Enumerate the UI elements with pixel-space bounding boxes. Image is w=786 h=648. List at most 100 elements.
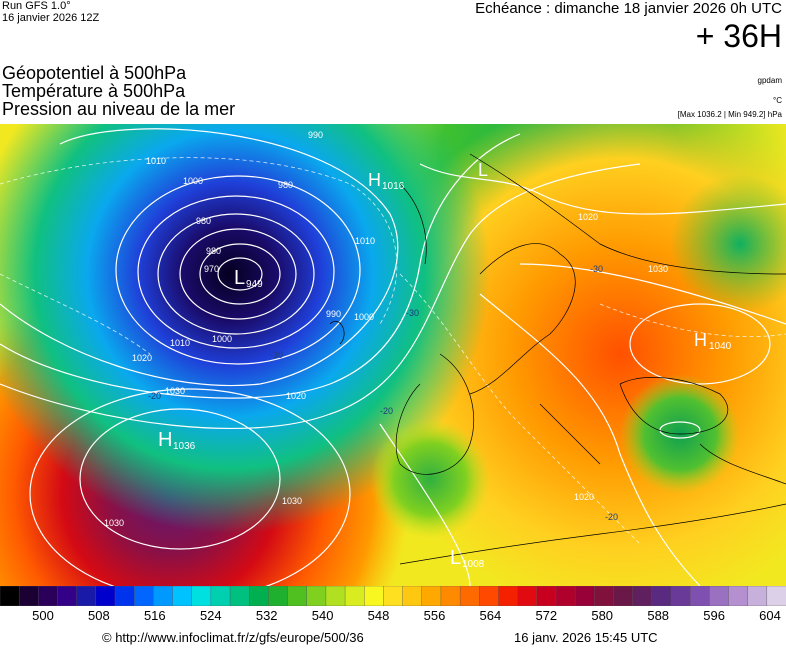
- scale-tick-label: 500: [32, 608, 54, 623]
- scale-tick-label: 604: [759, 608, 781, 623]
- isotherm-label: -30: [406, 308, 419, 318]
- svg-text:H: H: [368, 170, 381, 190]
- scale-swatch: [38, 586, 59, 606]
- isobar: [217, 257, 263, 291]
- scale-swatch: [76, 586, 97, 606]
- scale-swatch: [574, 586, 595, 606]
- isobar-label: 990: [308, 130, 323, 140]
- isobar: [379, 423, 471, 586]
- isobar: [519, 263, 786, 325]
- scale-swatch: [364, 586, 385, 606]
- low-center: L 1008: [450, 547, 485, 570]
- high-center: H 1040: [694, 330, 732, 352]
- svg-text:1008: 1008: [462, 559, 485, 570]
- svg-text:L: L: [234, 267, 245, 289]
- isobar: [199, 243, 281, 305]
- high-center: H 1036: [158, 429, 196, 452]
- scale-tick-label: 556: [423, 608, 446, 623]
- isobar: [0, 128, 399, 387]
- isotherm-labels: -30 -20 -20 -20 -30 -30: [148, 264, 618, 522]
- scale-swatch: [651, 586, 672, 606]
- coastlines: [329, 153, 786, 565]
- scale-swatch: [536, 586, 557, 606]
- isobar-label: 1000: [183, 176, 203, 186]
- isotherm-label: -20: [380, 406, 393, 416]
- svg-text:949: 949: [246, 279, 263, 290]
- title-temperature: Température à 500hPa: [2, 81, 186, 101]
- svg-text:H: H: [158, 429, 172, 451]
- title-pressure: Pression au niveau de la mer: [2, 99, 236, 119]
- color-scale-bar: [0, 586, 786, 606]
- unit-temperature: °C: [773, 96, 782, 105]
- isobar-label: 980: [206, 246, 221, 256]
- isobar: [479, 293, 701, 586]
- run-date: 16 janvier 2026 12Z: [2, 12, 100, 24]
- isobar-label: 1030: [165, 386, 185, 396]
- isobar: [0, 133, 521, 399]
- scale-swatch: [498, 586, 519, 606]
- scale-tick-label: 548: [367, 608, 390, 623]
- isotherm-label: -30: [590, 264, 603, 274]
- coastline: [699, 443, 786, 485]
- isotherm: [399, 273, 641, 545]
- source-url[interactable]: © http://www.infoclimat.fr/z/gfs/europe/…: [102, 630, 364, 645]
- isobar-label: 1020: [286, 391, 306, 401]
- scale-tick-label: 532: [255, 608, 278, 623]
- scale-swatch: [728, 586, 749, 606]
- isobar: [115, 175, 361, 365]
- scale-swatch: [766, 586, 786, 606]
- low-center: L: [478, 160, 488, 180]
- isotherm-label: -20: [605, 512, 618, 522]
- isobar-label: 1010: [355, 236, 375, 246]
- svg-text:1016: 1016: [382, 181, 405, 192]
- lead-time: + 36H: [695, 18, 782, 54]
- weather-map: 990 980 980 980 1010 1000 990 1000 1010 …: [0, 124, 786, 586]
- isobars: [0, 128, 786, 586]
- isobar: [629, 303, 771, 385]
- scale-swatch: [594, 586, 615, 606]
- color-scale-labels: 500 508 516 524 532 540 548 556 564 572 580 588 596 6…: [0, 608, 786, 626]
- scale-swatch: [440, 586, 461, 606]
- svg-text:H: H: [694, 330, 707, 350]
- generation-timestamp: 16 janv. 2026 15:45 UTC: [514, 630, 658, 645]
- svg-text:1036: 1036: [173, 441, 196, 452]
- scale-swatch: [114, 586, 135, 606]
- isobar-label: 1010: [170, 338, 190, 348]
- scale-swatch: [133, 586, 155, 606]
- isotherm: [0, 273, 151, 355]
- run-label: Run GFS 1.0°: [2, 0, 71, 12]
- scale-swatch: [0, 586, 20, 606]
- svg-text:L: L: [450, 547, 461, 569]
- scale-swatch: [210, 586, 231, 606]
- svg-text:L: L: [478, 160, 488, 180]
- isobar-label: 1020: [574, 492, 594, 502]
- coastline: [395, 353, 475, 475]
- isobar-label: 980: [196, 216, 211, 226]
- isobar-label: 1030: [648, 264, 668, 274]
- isobar-label: 970: [204, 264, 219, 274]
- scale-tick-label: 564: [479, 608, 502, 623]
- scale-swatch: [670, 586, 691, 606]
- scale-swatch: [268, 586, 289, 606]
- scale-swatch: [459, 586, 480, 606]
- scale-swatch: [172, 586, 193, 606]
- scale-swatch: [709, 586, 730, 606]
- scale-tick-label: 516: [143, 608, 166, 623]
- isobar-label: 1020: [132, 353, 152, 363]
- isotherm-label: -20: [148, 391, 161, 401]
- scale-swatch: [555, 586, 576, 606]
- isobar-label: 1000: [212, 334, 232, 344]
- scale-tick-label: 524: [199, 608, 222, 623]
- scale-swatch: [18, 586, 40, 606]
- isotherm-label: -30: [270, 350, 283, 360]
- scale-tick-label: 588: [647, 608, 670, 623]
- scale-swatch: [632, 586, 653, 606]
- coastline: [399, 183, 427, 265]
- map-title: Géopotentiel à 500hPa Température à 500h…: [2, 64, 235, 118]
- scale-swatch: [57, 586, 78, 606]
- isobar: [137, 195, 335, 349]
- scale-swatch: [383, 586, 404, 606]
- scale-tick-label: 540: [311, 608, 334, 623]
- isobar: [0, 163, 641, 430]
- scale-swatch: [402, 586, 423, 606]
